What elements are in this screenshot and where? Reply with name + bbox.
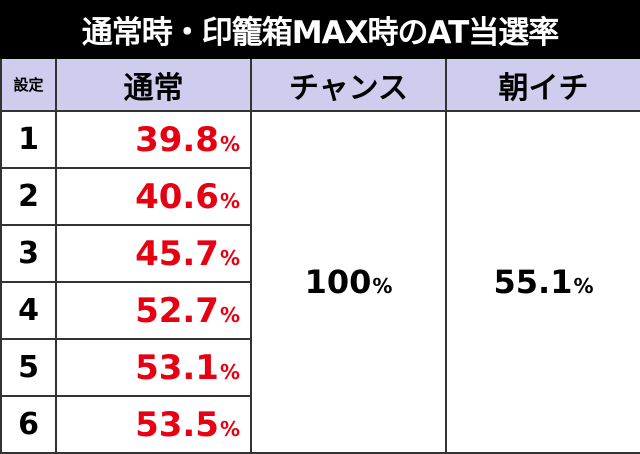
unit: % (573, 274, 594, 298)
table: 設定 通常 チャンス 朝イチ 100% 55.1% 1 39.8% 2 40.6% 3 4… (0, 59, 640, 454)
rate: 39.8 (135, 119, 219, 160)
unit: % (372, 274, 393, 298)
normal-cell: 53.5% (57, 397, 252, 454)
unit: % (219, 188, 240, 213)
setting-cell: 1 (2, 112, 57, 169)
setting-cell: 2 (2, 169, 57, 226)
unit: % (219, 131, 240, 156)
rate: 100 (304, 263, 372, 301)
rate: 52.7 (135, 290, 219, 331)
rate: 40.6 (135, 176, 219, 217)
normal-cell: 52.7% (57, 283, 252, 340)
header-cell: 朝イチ (447, 59, 640, 112)
morning-cell: 55.1% (447, 112, 640, 454)
unit: % (219, 359, 240, 384)
header-cell: 設定 (2, 59, 57, 112)
normal-cell: 40.6% (57, 169, 252, 226)
normal-cell: 45.7% (57, 226, 252, 283)
rate: 55.1 (493, 263, 573, 301)
normal-cell: 53.1% (57, 340, 252, 397)
chance-cell: 100% (252, 112, 447, 454)
normal-cell: 39.8% (57, 112, 252, 169)
rate: 53.5 (135, 404, 219, 445)
unit: % (219, 245, 240, 270)
title: 通常時・印籠箱MAX時のAT当選率 (0, 0, 640, 59)
header-cell: チャンス (252, 59, 447, 112)
setting-cell: 4 (2, 283, 57, 340)
setting-cell: 3 (2, 226, 57, 283)
setting-cell: 6 (2, 397, 57, 454)
unit: % (219, 302, 240, 327)
setting-cell: 5 (2, 340, 57, 397)
rate: 53.1 (135, 347, 219, 388)
unit: % (219, 416, 240, 441)
header-cell: 通常 (57, 59, 252, 112)
rate: 45.7 (135, 233, 219, 274)
